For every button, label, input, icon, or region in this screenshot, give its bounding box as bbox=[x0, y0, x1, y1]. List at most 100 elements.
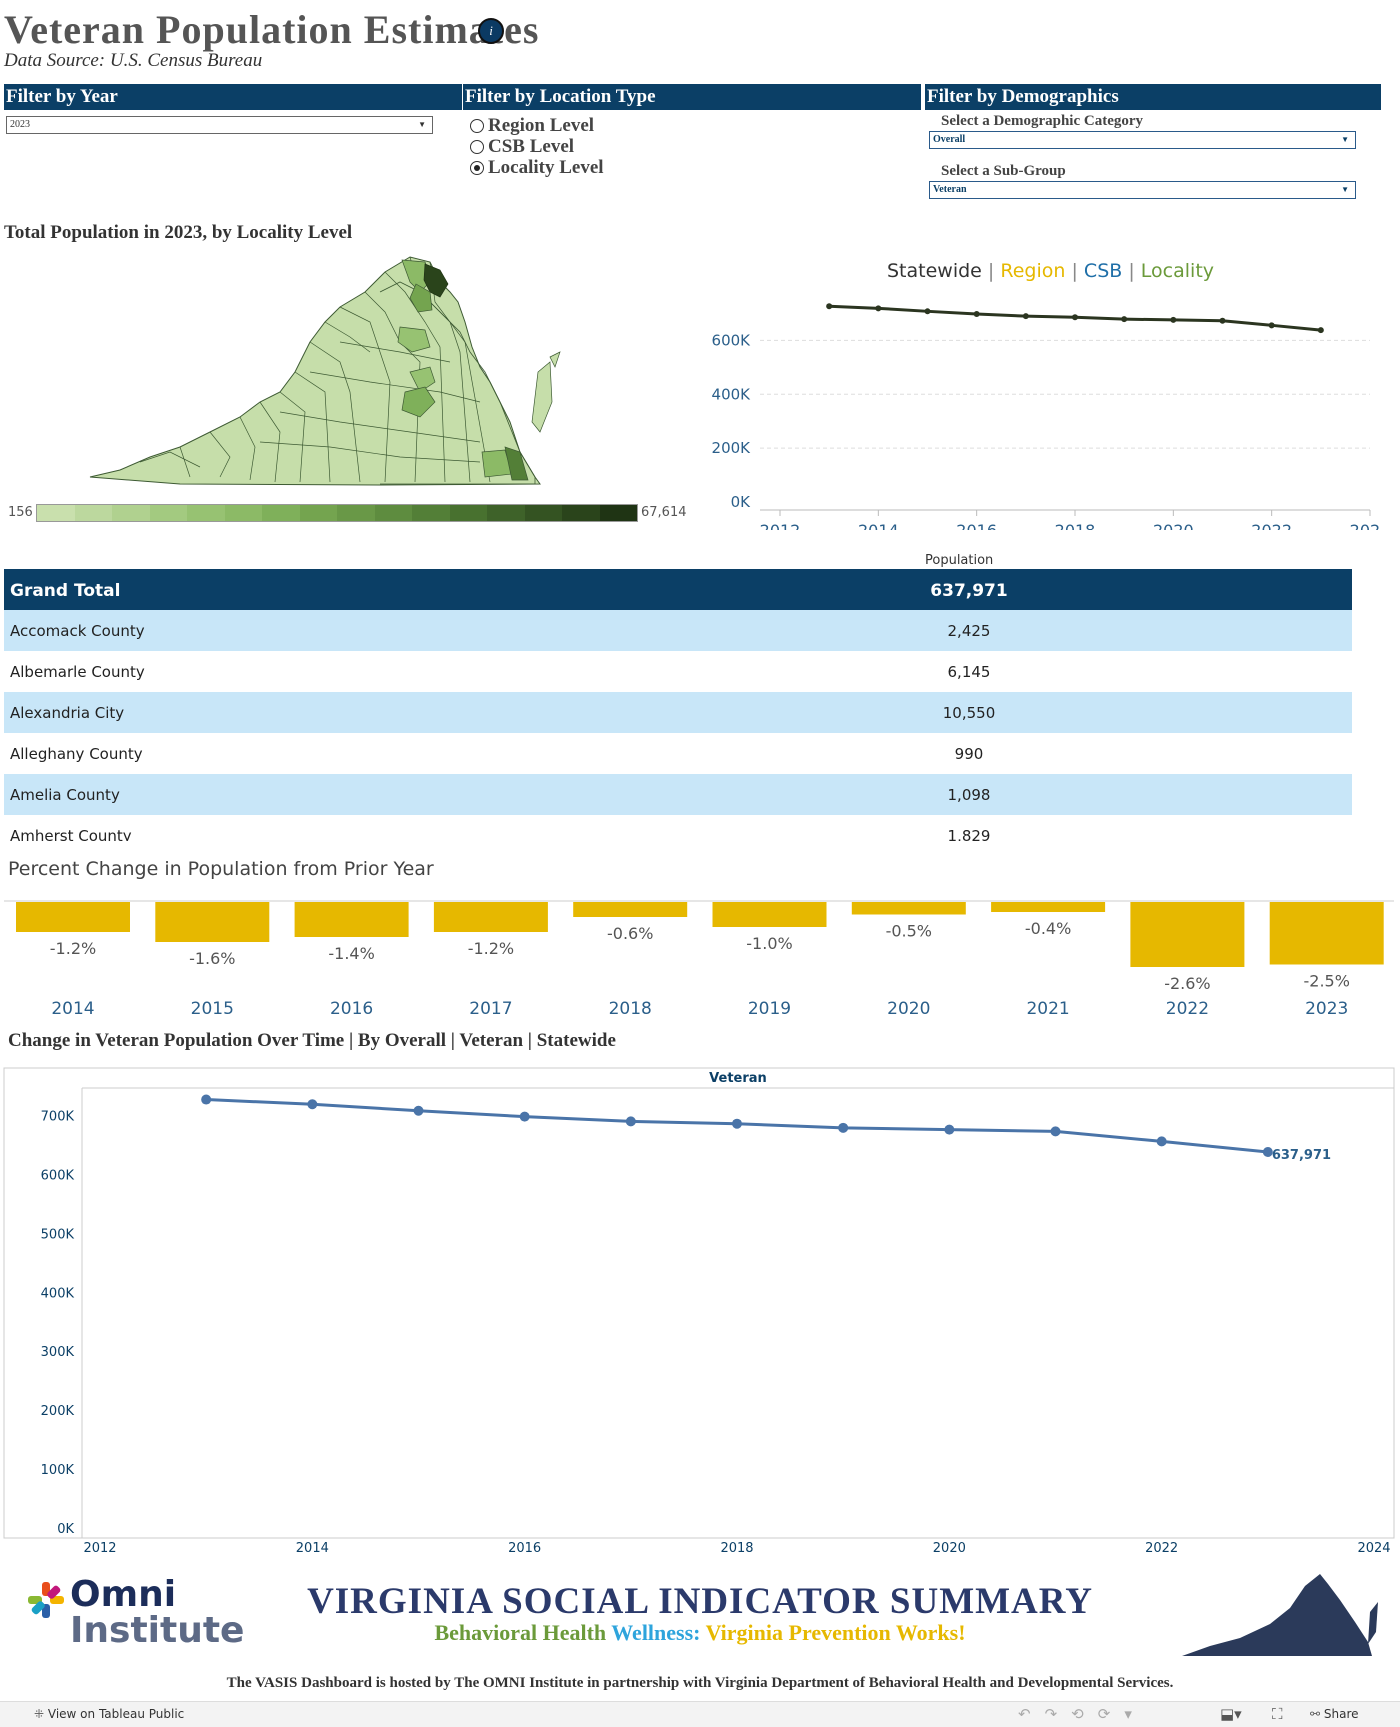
legend-region[interactable]: Region bbox=[1000, 260, 1066, 282]
radio-region-level[interactable]: Region Level bbox=[470, 115, 604, 136]
fullscreen-icon[interactable]: ⛶ bbox=[1272, 1705, 1283, 1723]
pause-icon[interactable]: ▾ bbox=[1124, 1705, 1146, 1723]
redo-icon[interactable]: ↷ bbox=[1044, 1705, 1072, 1723]
x-tick-label: 2016 bbox=[508, 1541, 541, 1556]
row-value: 10,550 bbox=[942, 704, 996, 722]
category-dropdown[interactable]: Overall ▼ bbox=[929, 131, 1356, 149]
table-row[interactable]: Amelia County 1,098 bbox=[4, 774, 1352, 815]
page-title: Veteran Population Estimates bbox=[4, 7, 540, 52]
subgroup-selected: Veteran bbox=[933, 184, 967, 195]
data-point bbox=[1072, 314, 1078, 321]
legend-swatch bbox=[412, 505, 450, 521]
filter-location-heading: Filter by Location Type bbox=[463, 84, 921, 110]
subgroup-dropdown[interactable]: Veteran ▼ bbox=[929, 181, 1356, 199]
x-tick-label: 2012 bbox=[83, 1541, 116, 1556]
y-tick-label: 400K bbox=[712, 385, 752, 403]
category-label: Select a Demographic Category bbox=[941, 113, 1144, 129]
pct-bar-label: -1.4% bbox=[328, 944, 374, 963]
pct-x-tick-label: 2014 bbox=[51, 999, 94, 1018]
radio-icon bbox=[470, 139, 484, 154]
pct-change-title: Percent Change in Population from Prior … bbox=[8, 858, 434, 880]
x-tick-label: 2018 bbox=[720, 1541, 753, 1556]
row-name: Accomack County bbox=[10, 622, 145, 640]
row-value: 1,098 bbox=[947, 786, 991, 804]
y-tick-label: 200K bbox=[41, 1404, 75, 1419]
table-row[interactable]: Accomack County 2,425 bbox=[4, 610, 1352, 651]
legend-swatch bbox=[149, 505, 187, 521]
veteran-population-chart[interactable]: Veteran 0K 100K 200K 300K 400K 500K 600K 700K 201… bbox=[0, 1058, 1400, 1558]
table-row[interactable]: Alleghany County 990 bbox=[4, 733, 1352, 774]
year-dropdown[interactable]: 2023 ▼ bbox=[6, 116, 433, 134]
pct-bar-label: -0.4% bbox=[1025, 919, 1071, 938]
refresh-icon[interactable]: ⟳ bbox=[1097, 1705, 1125, 1723]
row-name: Albemarle County bbox=[10, 663, 145, 681]
pct-x-tick-label: 2019 bbox=[748, 999, 791, 1018]
pct-bar bbox=[433, 902, 548, 932]
legend-swatch bbox=[37, 505, 75, 521]
data-point bbox=[201, 1094, 212, 1105]
radio-csb-level[interactable]: CSB Level bbox=[470, 136, 604, 157]
legend-locality[interactable]: Locality bbox=[1140, 260, 1215, 282]
hosted-by-text: The VASIS Dashboard is hosted by The OMN… bbox=[226, 1675, 1174, 1691]
pct-x-tick-label: 2018 bbox=[609, 999, 652, 1018]
undo-icon[interactable]: ↶ bbox=[1018, 1705, 1045, 1723]
revert-icon[interactable]: ⟲ bbox=[1071, 1705, 1098, 1723]
pct-bar-label: -1.0% bbox=[746, 934, 792, 953]
data-point bbox=[1268, 322, 1275, 329]
vasis-tagline: Behavioral Health Wellness: Virginia Pre… bbox=[250, 1620, 1150, 1646]
legend-max-label: 67,614 bbox=[641, 505, 687, 520]
legend-sep: | bbox=[1071, 260, 1078, 282]
radio-locality-level[interactable]: Locality Level bbox=[470, 157, 604, 178]
table-row[interactable]: Albemarle County 6,145 bbox=[4, 651, 1352, 692]
download-button[interactable]: ⬓▾ bbox=[1220, 1705, 1242, 1723]
y-tick-label: 0K bbox=[731, 493, 752, 511]
legend-csb[interactable]: CSB bbox=[1083, 260, 1123, 282]
radio-selected-icon bbox=[470, 160, 484, 175]
legend-swatch bbox=[599, 505, 637, 521]
info-icon[interactable]: i bbox=[478, 18, 504, 44]
total-value: 637,971 bbox=[930, 581, 1008, 601]
x-tick-label: 2020 bbox=[1153, 521, 1194, 530]
row-name: Alleghany County bbox=[10, 745, 143, 763]
trend-mini-chart[interactable]: 0K 200K 400K 600K 2012 2014 2016 2018 2020 2022 20… bbox=[680, 290, 1380, 530]
table-row[interactable]: Alexandria City 10,550 bbox=[4, 692, 1352, 733]
pct-change-bar-chart[interactable]: -1.2% 2014 -1.6% 2015 -1.4% 2016 -1.2% 2017 -0.6… bbox=[0, 888, 1400, 1018]
x-tick-label: 2012 bbox=[760, 521, 801, 530]
y-tick-label: 600K bbox=[41, 1168, 75, 1183]
legend-swatch bbox=[74, 505, 112, 521]
legend-swatch bbox=[262, 505, 300, 521]
x-tick-label: 2024 bbox=[1357, 1541, 1390, 1556]
virginia-locality-map[interactable] bbox=[80, 252, 620, 488]
share-button[interactable]: ⚯ Share bbox=[1310, 1707, 1359, 1721]
population-table[interactable]: Grand Total 637,971 Accomack County 2,42… bbox=[0, 569, 1400, 841]
data-point bbox=[1156, 1136, 1167, 1147]
legend-swatch bbox=[487, 505, 525, 521]
x-tick-label: 2014 bbox=[858, 521, 899, 530]
tagline-part1: Behavioral Health bbox=[434, 1620, 607, 1645]
pct-bar bbox=[1269, 902, 1384, 965]
table-row[interactable]: Amherst County 1,829 bbox=[4, 815, 1352, 841]
tagline-part3: Virginia Prevention Works! bbox=[705, 1620, 966, 1645]
pct-x-tick-label: 2016 bbox=[330, 999, 373, 1018]
legend-swatch bbox=[224, 505, 262, 521]
legend-min-label: 156 bbox=[8, 505, 33, 520]
pct-bar-label: -1.6% bbox=[189, 949, 235, 968]
data-point bbox=[973, 311, 980, 318]
y-tick-label: 300K bbox=[41, 1345, 75, 1360]
map-color-legend bbox=[36, 504, 638, 522]
omni-logo-line2: Institute bbox=[70, 1610, 245, 1651]
data-point bbox=[838, 1122, 849, 1133]
data-point bbox=[944, 1124, 955, 1135]
pct-bar bbox=[991, 902, 1106, 912]
x-tick-label: 2018 bbox=[1055, 521, 1096, 530]
view-on-tableau-link[interactable]: ⁜ View on Tableau Public bbox=[34, 1707, 184, 1721]
data-point bbox=[732, 1118, 742, 1129]
panel-header: Veteran bbox=[709, 1071, 767, 1086]
legend-sep: | bbox=[1128, 260, 1135, 282]
pct-bar-label: -1.2% bbox=[50, 939, 96, 958]
legend-statewide[interactable]: Statewide bbox=[887, 260, 982, 282]
pct-bar-label: -0.5% bbox=[886, 922, 932, 941]
radio-label: Region Level bbox=[488, 114, 595, 136]
legend-swatch bbox=[562, 505, 600, 521]
tableau-toolbar: ⁜ View on Tableau Public ↶↷⟲⟳▾ ⬓▾ ⛶ ⚯ Sh… bbox=[0, 1701, 1400, 1727]
